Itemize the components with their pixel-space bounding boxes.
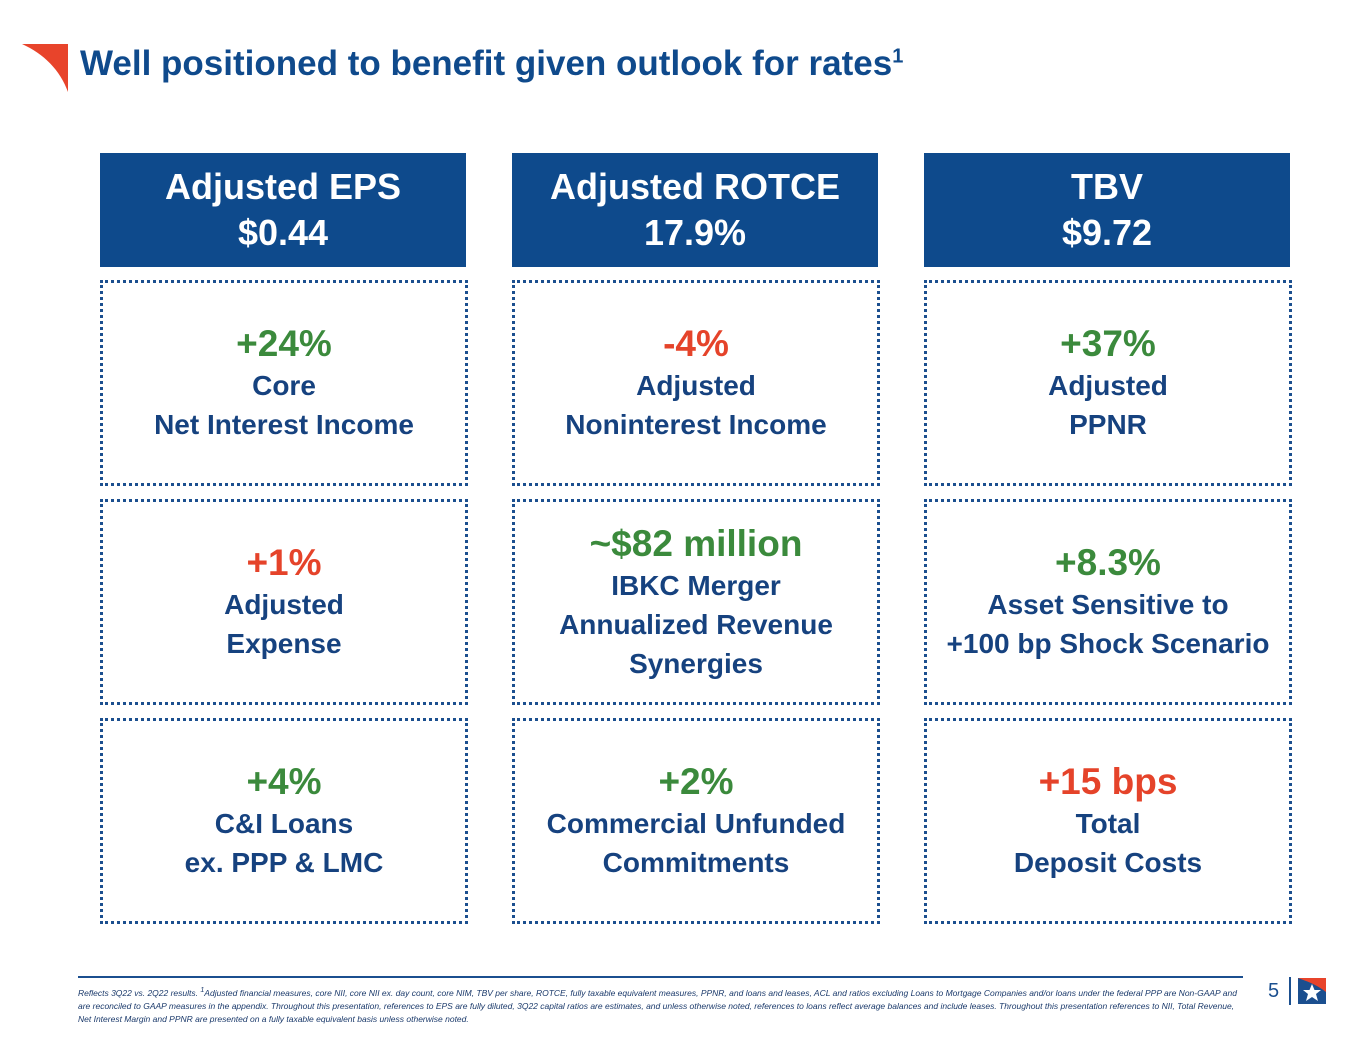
metric-box: -4% Adjusted Noninterest Income (512, 280, 880, 486)
metric-label-line: Commercial Unfunded (546, 808, 846, 839)
metric-label-line: +100 bp Shock Scenario (946, 628, 1270, 659)
column-header: Adjusted EPS $0.44 (100, 153, 466, 267)
column-header: Adjusted ROTCE 17.9% (512, 153, 878, 267)
metric-value: +4% (246, 761, 322, 802)
header-label: Adjusted EPS (164, 166, 402, 207)
header-label: TBV (1071, 166, 1143, 207)
metric-label-line: Adjusted (636, 370, 756, 401)
metric-label-line: Core (252, 370, 316, 401)
metric-label-line: Expense (226, 628, 342, 659)
metric-label-line: Annualized Revenue (559, 608, 833, 640)
footnote: Reflects 3Q22 vs. 2Q22 results. 1Adjuste… (78, 976, 1243, 1026)
header-value: 17.9% (643, 212, 747, 253)
metric-box: ~$82 million IBKC Merger Annualized Reve… (512, 499, 880, 705)
metric-label-line: ex. PPP & LMC (184, 847, 384, 878)
metric-box: +8.3% Asset Sensitive to +100 bp Shock S… (924, 499, 1292, 705)
metric-label-line: IBKC Merger (611, 569, 781, 601)
header-value: $0.44 (237, 212, 329, 253)
divider (1289, 977, 1291, 1005)
metric-box: +37% Adjusted PPNR (924, 280, 1292, 486)
metric-box: +24% Core Net Interest Income (100, 280, 468, 486)
metric-column: Adjusted EPS $0.44 +24% Core Net Interest… (100, 153, 468, 924)
header-label: Adjusted ROTCE (549, 166, 840, 207)
metric-value: +8.3% (1055, 542, 1161, 583)
metric-value: +2% (658, 761, 734, 802)
metric-label-line: Commitments (602, 847, 790, 878)
metric-label-line: PPNR (1069, 409, 1147, 440)
metric-column: Adjusted ROTCE 17.9% -4% Adjusted Noninte… (512, 153, 880, 924)
metric-label-line: Total (1075, 808, 1141, 839)
metric-box: +15 bps Total Deposit Costs (924, 718, 1292, 924)
metric-value: +24% (236, 323, 332, 364)
metric-label-line: Adjusted (224, 589, 344, 620)
metric-column: TBV $9.72 +37% Adjusted PPNR +8.3% Asset … (924, 153, 1292, 924)
star-logo-icon (1298, 978, 1326, 1004)
metric-label-line: Net Interest Income (154, 409, 414, 440)
brand-logo-icon (22, 44, 68, 92)
metric-label-line: Synergies (629, 647, 763, 679)
metric-value: +1% (246, 542, 322, 583)
metric-label-line: Asset Sensitive to (987, 589, 1229, 620)
metric-box: +4% C&I Loans ex. PPP & LMC (100, 718, 468, 924)
metric-label-line: Noninterest Income (565, 409, 827, 440)
metric-box: +1% Adjusted Expense (100, 499, 468, 705)
column-header: TBV $9.72 (924, 153, 1290, 267)
metric-label-line: Adjusted (1048, 370, 1168, 401)
metric-value: ~$82 million (589, 522, 803, 564)
page-title: Well positioned to benefit given outlook… (80, 44, 904, 83)
metric-value: +37% (1060, 323, 1156, 364)
header-value: $9.72 (1061, 212, 1153, 253)
metric-value: -4% (663, 323, 729, 364)
metric-label-line: C&I Loans (214, 808, 354, 839)
metric-label-line: Deposit Costs (1013, 847, 1203, 878)
metric-box: +2% Commercial Unfunded Commitments (512, 718, 880, 924)
metric-value: +15 bps (1038, 761, 1178, 802)
page-number: 5 (1268, 980, 1280, 1002)
